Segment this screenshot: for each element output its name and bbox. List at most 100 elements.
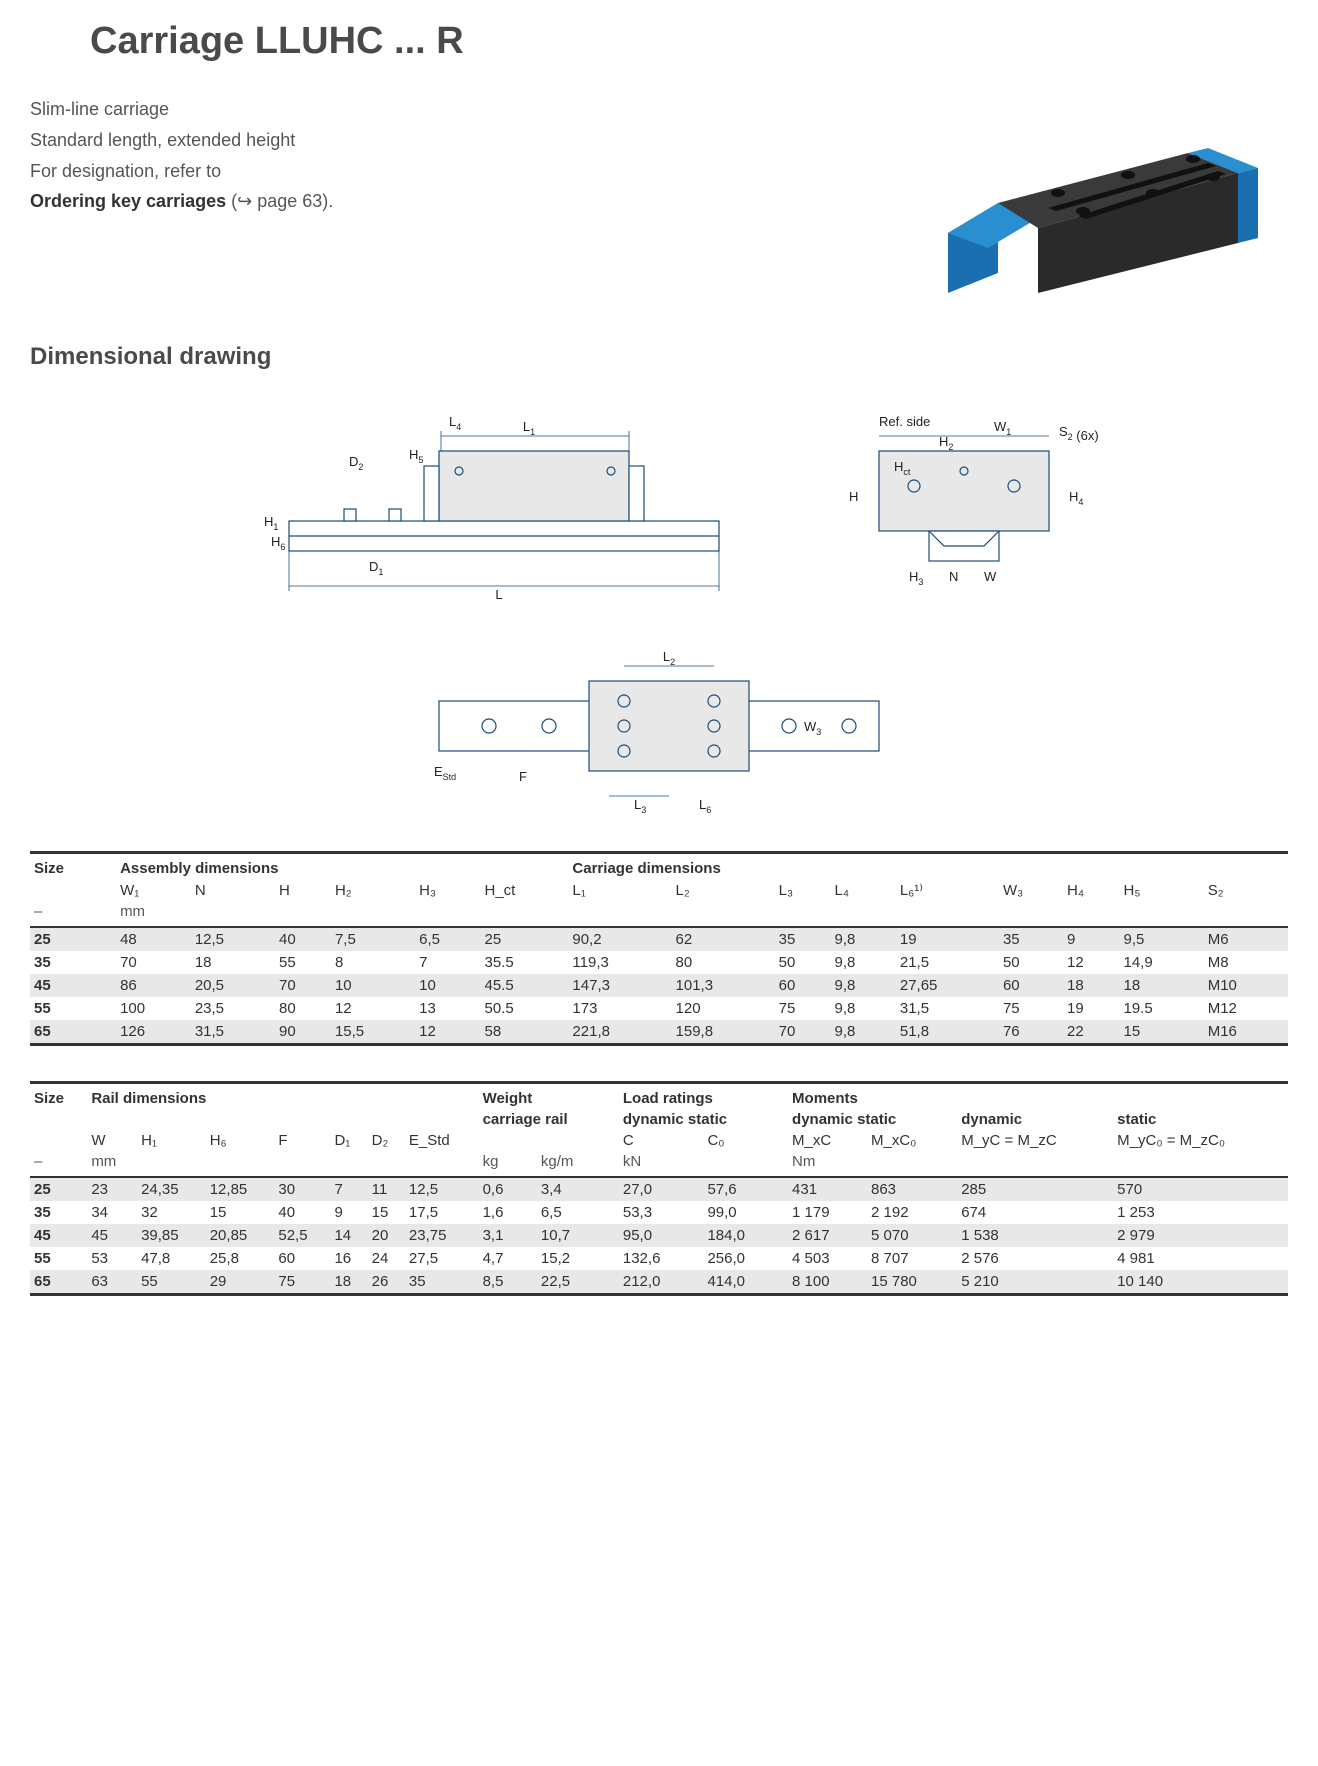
value-cell: 863 xyxy=(867,1177,957,1201)
t2-col: D₂ xyxy=(368,1130,405,1151)
value-cell: 80 xyxy=(275,997,331,1020)
value-cell: 2 576 xyxy=(957,1247,1113,1270)
t2-col: H₁ xyxy=(137,1130,206,1151)
value-cell: 76 xyxy=(999,1020,1063,1045)
t1-col: S₂ xyxy=(1204,879,1288,901)
value-cell: 45 xyxy=(87,1224,137,1247)
value-cell: 431 xyxy=(788,1177,867,1201)
value-cell: 55 xyxy=(275,951,331,974)
value-cell: 26 xyxy=(368,1270,405,1295)
value-cell: 100 xyxy=(116,997,191,1020)
label-W: W xyxy=(984,569,997,584)
value-cell: 9,8 xyxy=(831,1020,896,1045)
value-cell: 9,8 xyxy=(831,974,896,997)
value-cell: M8 xyxy=(1204,951,1288,974)
value-cell: 35 xyxy=(405,1270,479,1295)
value-cell: 1 538 xyxy=(957,1224,1113,1247)
carriage-block-icon xyxy=(948,148,1258,293)
desc-page-ref: (↪ page 63). xyxy=(226,191,333,211)
value-cell: 55 xyxy=(137,1270,206,1295)
t2-col: F xyxy=(274,1130,330,1151)
value-cell: 6,5 xyxy=(415,927,480,951)
t2-col: H₆ xyxy=(206,1130,275,1151)
value-cell: 60 xyxy=(274,1247,330,1270)
label-N: N xyxy=(949,569,958,584)
value-cell: 60 xyxy=(999,974,1063,997)
t1-col: H₅ xyxy=(1120,879,1204,901)
value-cell: 19.5 xyxy=(1120,997,1204,1020)
t2-group-weight: Weight xyxy=(479,1083,619,1110)
t2-group-rail: Rail dimensions xyxy=(87,1083,478,1110)
value-cell: 19 xyxy=(896,927,999,951)
t1-col: H₄ xyxy=(1063,879,1120,901)
value-cell: 11 xyxy=(368,1177,405,1201)
label-H1: H1 xyxy=(264,514,278,532)
t2-col: D₁ xyxy=(330,1130,367,1151)
value-cell: 40 xyxy=(274,1201,330,1224)
value-cell: M10 xyxy=(1204,974,1288,997)
t2-col: C xyxy=(619,1130,704,1151)
value-cell: 18 xyxy=(1120,974,1204,997)
size-cell: 45 xyxy=(30,1224,87,1247)
value-cell: 24,35 xyxy=(137,1177,206,1201)
t2-col: M_xC xyxy=(788,1130,867,1151)
size-cell: 45 xyxy=(30,974,116,997)
t2-weight-sub: carriage rail xyxy=(479,1109,619,1130)
value-cell: 120 xyxy=(672,997,775,1020)
value-cell: 15 xyxy=(368,1201,405,1224)
label-L1: L1 xyxy=(523,419,535,437)
size-cell: 65 xyxy=(30,1270,87,1295)
value-cell: 70 xyxy=(116,951,191,974)
t2-col: M_xC₀ xyxy=(867,1130,957,1151)
table-row: 252324,3512,853071112,50,63,427,057,6431… xyxy=(30,1177,1288,1201)
size-cell: 55 xyxy=(30,997,116,1020)
t1-col: N xyxy=(191,879,275,901)
section-heading: Dimensional drawing xyxy=(30,343,1288,371)
value-cell: 2 192 xyxy=(867,1201,957,1224)
size-cell: 25 xyxy=(30,1177,87,1201)
t1-col: L₄ xyxy=(831,879,896,901)
desc-line-1: Slim-line carriage xyxy=(30,95,868,124)
desc-line-2: Standard length, extended height xyxy=(30,126,868,155)
t1-unit-dash: – xyxy=(30,901,116,927)
label-EStd: EStd xyxy=(434,764,456,782)
value-cell: 90,2 xyxy=(568,927,671,951)
t1-col: H₂ xyxy=(331,879,415,901)
value-cell: 126 xyxy=(116,1020,191,1045)
value-cell: 23,5 xyxy=(191,997,275,1020)
value-cell: 173 xyxy=(568,997,671,1020)
value-cell: 10 140 xyxy=(1113,1270,1288,1295)
value-cell: 21,5 xyxy=(896,951,999,974)
value-cell: 35 xyxy=(775,927,831,951)
t2-unit-dash: – xyxy=(30,1151,87,1177)
t2-unit-kgm: kg/m xyxy=(537,1151,619,1177)
value-cell: 10 xyxy=(415,974,480,997)
value-cell: 2 617 xyxy=(788,1224,867,1247)
value-cell: 256,0 xyxy=(703,1247,788,1270)
table-row: 454539,8520,8552,5142023,753,110,795,018… xyxy=(30,1224,1288,1247)
value-cell: 9,8 xyxy=(831,951,896,974)
value-cell: 75 xyxy=(274,1270,330,1295)
t2-col: C₀ xyxy=(703,1130,788,1151)
value-cell: 24 xyxy=(368,1247,405,1270)
label-H2: H2 xyxy=(939,434,953,452)
label-L6: L6 xyxy=(699,797,711,815)
value-cell: 0,6 xyxy=(479,1177,537,1201)
table-row: 353432154091517,51,66,553,399,01 1792 19… xyxy=(30,1201,1288,1224)
value-cell: 25 xyxy=(480,927,568,951)
t1-group-assembly: Assembly dimensions xyxy=(116,853,568,880)
table-row: 357018558735.5119,380509,821,5501214,9M8 xyxy=(30,951,1288,974)
value-cell: 10 xyxy=(331,974,415,997)
value-cell: 9 xyxy=(1063,927,1120,951)
value-cell: 45.5 xyxy=(480,974,568,997)
table-row: 555347,825,860162427,54,715,2132,6256,04… xyxy=(30,1247,1288,1270)
size-cell: 65 xyxy=(30,1020,116,1045)
value-cell: 75 xyxy=(999,997,1063,1020)
value-cell: 14,9 xyxy=(1120,951,1204,974)
label-H4: H4 xyxy=(1069,489,1083,507)
t2-col: E_Std xyxy=(405,1130,479,1151)
value-cell: 9,5 xyxy=(1120,927,1204,951)
page-title: Carriage LLUHC ... R xyxy=(90,20,1288,63)
value-cell: 75 xyxy=(775,997,831,1020)
label-RefSide: Ref. side xyxy=(879,414,930,429)
